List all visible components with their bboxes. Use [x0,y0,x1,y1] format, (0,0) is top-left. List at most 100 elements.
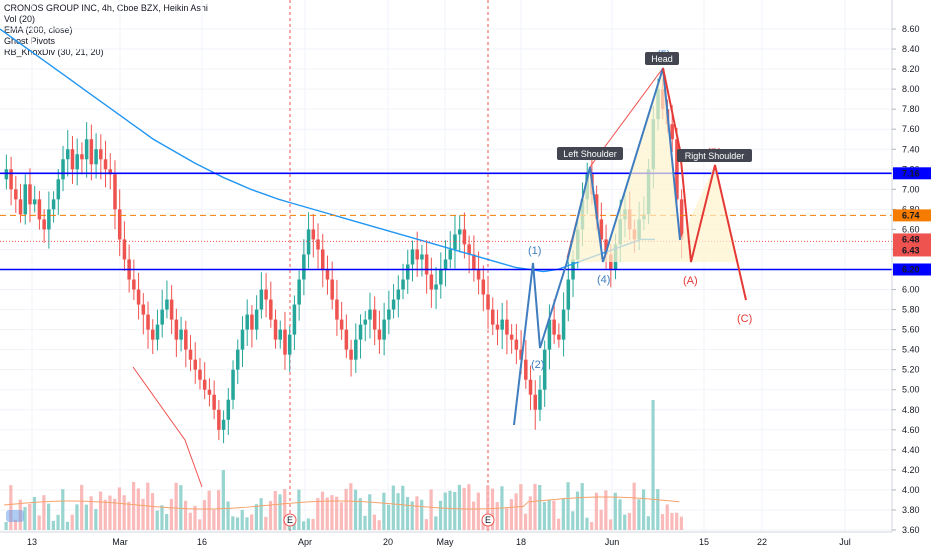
volume-bar [75,504,79,530]
candle-body [193,359,198,370]
price-tick-label: 4.60 [902,425,920,435]
candle-body [250,314,254,330]
candle-body [235,349,240,370]
price-badge-label: 6.43 [902,245,920,255]
volume-bar [519,484,523,530]
volume-bar [349,483,353,530]
volume-bar [13,519,18,530]
volume-bar [490,488,495,530]
candle-body [42,219,46,230]
candle-body [500,319,504,330]
price-tick-label: 5.60 [902,325,920,335]
candle-body [202,379,207,390]
volume-bar [557,518,561,530]
volume-bar [169,498,173,530]
candle-body [212,394,216,410]
volume-bar [377,520,381,530]
volume-bar [566,482,570,530]
volume-bar [646,516,650,530]
candle-body [675,139,679,200]
volume-bar [396,493,400,530]
volume-bar [372,514,377,530]
candle-body [226,399,231,420]
candle-body [75,154,79,170]
candle-body [509,334,514,340]
price-badge-label: 6.20 [902,264,920,274]
candle-body [670,124,674,140]
volume-bar [56,514,60,530]
volume-bar [217,490,221,530]
candle-body [51,199,56,210]
candle-body [358,324,363,340]
candle-body [89,139,94,165]
volume-bar [495,502,499,530]
wave-label: (A) [683,275,698,287]
price-badge-label: 6.74 [902,210,920,220]
candle-body [443,259,448,270]
pattern-label-box [645,52,679,65]
volume-bar [80,484,84,530]
volume-bar [94,509,98,530]
volume-ma-line [3,496,680,510]
candle-body [273,319,278,340]
candle-body [599,219,604,240]
candle-body [136,289,141,305]
price-badge [893,233,931,246]
candle-body [146,314,150,330]
candle-body [132,279,136,290]
time-tick-label: Apr [298,537,312,547]
candle-body [566,279,571,310]
volume-bar [623,514,627,530]
volume-bar [179,485,183,530]
price-tick-label: 8.20 [902,64,920,74]
volume-bar [533,483,537,530]
volume-bar [150,493,155,530]
volume-bar [207,490,211,530]
volume-bar [467,484,471,530]
candle-body [457,229,462,235]
volume-bar [580,483,584,530]
candle-body [561,309,566,340]
volume-bar [594,492,598,530]
volume-bar [108,495,112,530]
volume-bar [320,491,325,530]
volume-bar [368,494,372,530]
volume-bar [339,502,343,530]
volume-bar [679,516,683,530]
volume-bar [37,515,41,530]
candle-body [141,304,146,315]
volume-bar [613,492,617,530]
candle-body [174,319,179,340]
price-tick-label: 7.60 [902,124,920,134]
volume-bar [316,498,320,530]
watermark-logo [6,510,24,522]
candle-body [103,159,108,170]
candle-body [453,234,457,250]
volume-bar [448,490,452,530]
volume-bar [51,520,55,530]
volume-bar [590,521,594,530]
volume-bar [47,503,51,530]
candle-body [165,299,169,310]
volume-bar [670,512,674,530]
candle-body [179,329,183,340]
candle-body [448,249,453,260]
candle-body [169,299,174,320]
candle-body [113,174,117,210]
candle-body [424,254,429,275]
volume-bar [514,493,518,530]
volume-bar [585,517,589,530]
candle-body [476,269,481,280]
legend-vol: Vol (20) [4,14,36,24]
volume-bar [89,496,93,530]
candle-body [505,319,509,335]
pattern-label: Head [651,54,673,64]
candle-body [467,244,471,255]
volume-bar [353,489,358,530]
candle-body [311,229,316,240]
volume-bar [306,518,310,530]
candle-body [538,389,542,410]
volume-bar [382,492,386,530]
pattern-label-box [557,147,623,160]
